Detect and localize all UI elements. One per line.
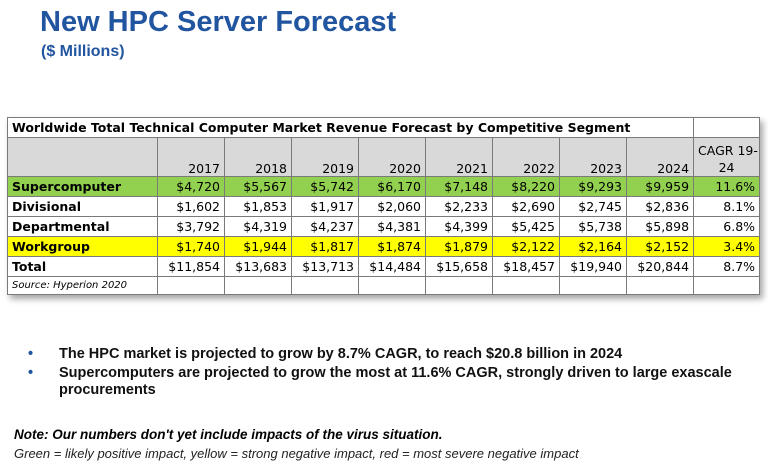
table-row: Divisional $1,602 $1,853 $1,917 $2,060 $2,233…	[7, 196, 761, 217]
value-cell: $5,567	[224, 176, 292, 197]
bullet-list: • The HPC market is projected to grow by…	[28, 346, 748, 401]
header-cell-year: 2024	[625, 137, 695, 177]
value-cell: $5,738	[559, 216, 627, 237]
value-cell: $1,917	[291, 196, 359, 217]
value-cell: $4,237	[291, 216, 359, 237]
value-cell: $11,854	[157, 256, 225, 277]
row-label: Total	[7, 256, 158, 277]
table-row: Total $11,854 $13,683 $13,713 $14,484 $15,658…	[7, 256, 761, 277]
row-label: Workgroup	[7, 236, 158, 257]
cagr-cell: 3.4%	[693, 236, 761, 257]
table-source-row: Source: Hyperion 2020	[7, 276, 761, 295]
value-cell: $13,683	[224, 256, 292, 277]
value-cell: $2,060	[358, 196, 426, 217]
table-caption-empty-cell	[693, 117, 761, 138]
value-cell: $1,874	[358, 236, 426, 257]
impact-legend: Green = likely positive impact, yellow =…	[14, 446, 579, 461]
cagr-header-line2: 24	[718, 160, 735, 175]
empty-cell	[693, 276, 761, 295]
header-cell-year: 2017	[157, 137, 225, 177]
value-cell: $4,319	[224, 216, 292, 237]
table-header-row: 2017 2018 2019 2020 2021 2022 2023 2024 …	[7, 137, 761, 177]
cagr-header-line1: CAGR 19-	[698, 143, 758, 158]
slide-subtitle: ($ Millions)	[41, 43, 125, 60]
row-label: Divisional	[7, 196, 158, 217]
header-cell-label	[7, 137, 158, 177]
slide-title: New HPC Server Forecast	[40, 6, 397, 38]
value-cell: $4,381	[358, 216, 426, 237]
value-cell: $13,713	[291, 256, 359, 277]
table-caption-row: Worldwide Total Technical Computer Marke…	[6, 117, 761, 138]
value-cell: $18,457	[492, 256, 560, 277]
value-cell: $19,940	[559, 256, 627, 277]
value-cell: $2,122	[492, 236, 560, 257]
table-row: Departmental $3,792 $4,319 $4,237 $4,381 $4,3…	[7, 216, 761, 237]
row-label: Supercomputer	[7, 176, 158, 197]
value-cell: $1,944	[224, 236, 292, 257]
value-cell: $2,836	[625, 196, 695, 217]
empty-cell	[358, 276, 426, 295]
header-cell-cagr: CAGR 19- 24	[693, 137, 761, 177]
forecast-table-container: Worldwide Total Technical Computer Marke…	[6, 117, 761, 295]
empty-cell	[425, 276, 493, 295]
value-cell: $2,164	[559, 236, 627, 257]
value-cell: $1,853	[224, 196, 292, 217]
value-cell: $20,844	[625, 256, 695, 277]
empty-cell	[157, 276, 225, 295]
value-cell: $1,740	[157, 236, 225, 257]
value-cell: $5,742	[291, 176, 359, 197]
value-cell: $2,745	[559, 196, 627, 217]
value-cell: $5,898	[625, 216, 695, 237]
table-row: Workgroup $1,740 $1,944 $1,817 $1,874 $1,879 $…	[7, 236, 761, 257]
empty-cell	[291, 276, 359, 295]
bullet-item: • Supercomputers are projected to grow t…	[28, 365, 748, 399]
forecast-table: Worldwide Total Technical Computer Marke…	[6, 117, 761, 295]
value-cell: $1,602	[157, 196, 225, 217]
value-cell: $7,148	[425, 176, 493, 197]
value-cell: $14,484	[358, 256, 426, 277]
value-cell: $2,152	[625, 236, 695, 257]
bullet-text: The HPC market is projected to grow by 8…	[59, 346, 623, 362]
table-caption: Worldwide Total Technical Computer Marke…	[6, 117, 695, 138]
table-body: Supercomputer $4,720 $5,567 $5,742 $6,170 $7,…	[7, 176, 761, 277]
table-source: Source: Hyperion 2020	[7, 276, 158, 295]
cagr-cell: 8.7%	[693, 256, 761, 277]
header-cell-year: 2019	[291, 137, 359, 177]
header-cell-year: 2018	[224, 137, 292, 177]
bullet-icon: •	[28, 346, 34, 362]
value-cell: $15,658	[425, 256, 493, 277]
value-cell: $1,817	[291, 236, 359, 257]
value-cell: $4,720	[157, 176, 225, 197]
empty-cell	[559, 276, 627, 295]
empty-cell	[224, 276, 292, 295]
header-cell-year: 2021	[425, 137, 493, 177]
value-cell: $3,792	[157, 216, 225, 237]
row-label: Departmental	[7, 216, 158, 237]
value-cell: $9,293	[559, 176, 627, 197]
value-cell: $2,233	[425, 196, 493, 217]
header-cell-year: 2023	[559, 137, 627, 177]
value-cell: $5,425	[492, 216, 560, 237]
table-row: Supercomputer $4,720 $5,567 $5,742 $6,170 $7,…	[7, 176, 761, 197]
cagr-cell: 11.6%	[693, 176, 761, 197]
value-cell: $6,170	[358, 176, 426, 197]
bullet-item: • The HPC market is projected to grow by…	[28, 346, 748, 363]
value-cell: $1,879	[425, 236, 493, 257]
empty-cell	[492, 276, 560, 295]
value-cell: $8,220	[492, 176, 560, 197]
bullet-icon: •	[28, 365, 34, 381]
bullet-text: Supercomputers are projected to grow the…	[59, 365, 732, 398]
header-cell-year: 2022	[492, 137, 560, 177]
value-cell: $2,690	[492, 196, 560, 217]
value-cell: $4,399	[425, 216, 493, 237]
header-cell-year: 2020	[358, 137, 426, 177]
empty-cell	[625, 276, 695, 295]
virus-note: Note: Our numbers don't yet include impa…	[14, 427, 443, 442]
cagr-cell: 6.8%	[693, 216, 761, 237]
value-cell: $9,959	[625, 176, 695, 197]
cagr-cell: 8.1%	[693, 196, 761, 217]
